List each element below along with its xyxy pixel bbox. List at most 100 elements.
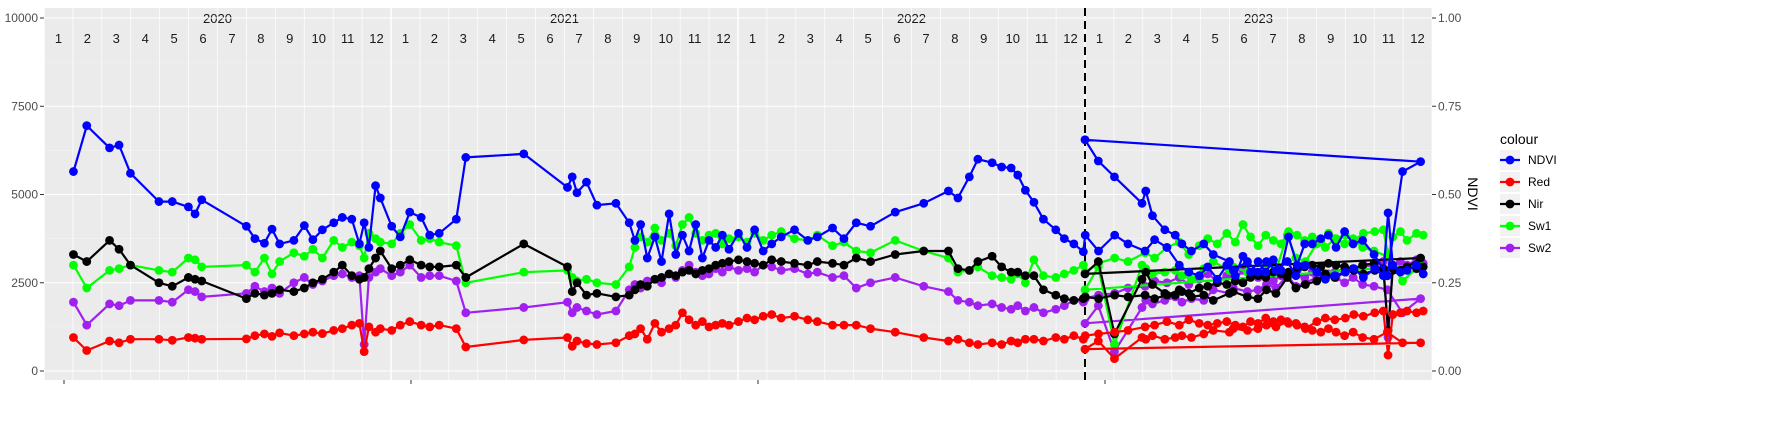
data-point-red bbox=[375, 324, 385, 334]
month-label: 3 bbox=[1154, 31, 1161, 46]
data-point-ndvi bbox=[375, 193, 385, 203]
data-point-ndvi bbox=[1051, 225, 1061, 235]
data-point-nir bbox=[1208, 296, 1218, 305]
data-point-red bbox=[828, 320, 837, 330]
month-label: 8 bbox=[951, 31, 958, 46]
data-point-ndvi bbox=[717, 230, 727, 240]
data-point-ndvi bbox=[1358, 235, 1368, 245]
data-point-nir bbox=[1228, 287, 1238, 296]
data-point-sw2 bbox=[69, 297, 78, 307]
data-point-nir bbox=[1312, 276, 1322, 286]
y-tick-label-right: 0.25 bbox=[1438, 276, 1462, 290]
data-point-nir bbox=[1243, 292, 1252, 302]
data-point-sw2 bbox=[387, 271, 397, 281]
data-point-sw1 bbox=[1378, 225, 1388, 235]
data-point-red bbox=[1262, 320, 1271, 330]
data-point-ndvi bbox=[1316, 234, 1326, 244]
data-point-ndvi bbox=[1174, 260, 1184, 270]
data-point-red bbox=[1059, 334, 1069, 344]
data-point-nir bbox=[1282, 273, 1292, 282]
data-point-ndvi bbox=[650, 232, 660, 242]
legend-key-point bbox=[1505, 221, 1515, 231]
data-point-sw1 bbox=[250, 267, 260, 277]
data-point-ndvi bbox=[260, 238, 269, 248]
data-point-ndvi bbox=[1300, 239, 1310, 249]
data-point-red bbox=[317, 329, 327, 338]
data-point-red bbox=[890, 327, 900, 337]
data-point-sw1 bbox=[1177, 271, 1187, 281]
data-point-ndvi bbox=[190, 209, 200, 219]
data-point-ndvi bbox=[567, 172, 577, 182]
data-point-red bbox=[1080, 331, 1090, 341]
data-point-sw1 bbox=[1370, 227, 1380, 236]
data-point-sw2 bbox=[851, 283, 861, 293]
data-point-sw1 bbox=[828, 241, 837, 251]
data-point-ndvi bbox=[1418, 269, 1428, 279]
data-point-ndvi bbox=[1203, 262, 1213, 272]
data-point-ndvi bbox=[750, 225, 760, 235]
data-point-nir bbox=[611, 292, 621, 302]
data-point-ndvi bbox=[691, 220, 701, 229]
data-point-sw1 bbox=[1418, 230, 1428, 240]
data-point-sw2 bbox=[997, 303, 1007, 312]
data-point-ndvi bbox=[684, 246, 694, 256]
data-point-red bbox=[1228, 324, 1238, 334]
month-label: 11 bbox=[341, 31, 355, 46]
data-point-sw1 bbox=[359, 253, 369, 263]
data-point-ndvi bbox=[812, 232, 822, 242]
data-point-red bbox=[1396, 308, 1405, 318]
data-point-red bbox=[308, 327, 318, 337]
data-point-ndvi bbox=[1268, 255, 1278, 265]
y-tick-label-right: 1.00 bbox=[1438, 11, 1462, 25]
y-tick-label-right: 0.50 bbox=[1438, 188, 1462, 202]
data-point-nir bbox=[812, 257, 822, 266]
legend-label: NDVI bbox=[1528, 153, 1557, 167]
data-point-ndvi bbox=[1162, 243, 1172, 252]
data-point-sw1 bbox=[184, 253, 193, 263]
data-point-nir bbox=[944, 246, 953, 256]
data-point-red bbox=[1383, 350, 1393, 360]
data-point-nir bbox=[289, 287, 299, 296]
legend-key-point bbox=[1505, 199, 1515, 209]
data-point-red bbox=[1340, 313, 1350, 323]
data-point-red bbox=[563, 333, 572, 342]
data-point-sw1 bbox=[1358, 243, 1368, 252]
data-point-nir bbox=[1203, 281, 1213, 291]
data-point-ndvi bbox=[337, 213, 347, 222]
data-point-ndvi bbox=[1301, 260, 1310, 270]
data-point-nir bbox=[1029, 271, 1039, 281]
data-point-sw1 bbox=[767, 230, 777, 240]
data-point-sw1 bbox=[434, 237, 444, 247]
data-point-ndvi bbox=[624, 218, 634, 228]
data-point-nir bbox=[1177, 287, 1187, 296]
data-point-sw1 bbox=[866, 248, 875, 258]
data-point-nir bbox=[1069, 296, 1079, 305]
data-point-nir bbox=[664, 269, 674, 279]
data-point-red bbox=[1243, 326, 1252, 335]
data-point-red bbox=[839, 320, 849, 330]
data-point-sw2 bbox=[1029, 303, 1039, 312]
data-point-nir bbox=[105, 235, 114, 245]
data-point-sw2 bbox=[82, 320, 92, 330]
data-point-red bbox=[105, 336, 114, 346]
month-label: 12 bbox=[1410, 31, 1424, 46]
data-point-nir bbox=[1013, 267, 1023, 277]
data-point-red bbox=[267, 332, 277, 341]
data-point-ndvi bbox=[611, 198, 621, 208]
data-point-nir bbox=[1148, 280, 1157, 289]
y-tick-label-left: 0 bbox=[31, 364, 38, 378]
data-point-sw1 bbox=[711, 228, 721, 238]
data-point-ndvi bbox=[1320, 274, 1330, 284]
data-point-red bbox=[425, 322, 435, 332]
data-point-ndvi bbox=[1006, 163, 1016, 173]
data-point-sw2 bbox=[1137, 303, 1147, 312]
data-point-red bbox=[684, 315, 694, 325]
data-point-ndvi bbox=[642, 253, 652, 263]
data-point-nir bbox=[1170, 290, 1180, 300]
data-point-red bbox=[650, 318, 660, 328]
data-point-red bbox=[1150, 320, 1159, 330]
data-point-red bbox=[1093, 336, 1103, 346]
data-point-sw1 bbox=[337, 243, 347, 252]
data-point-sw2 bbox=[197, 292, 207, 302]
y-tick-label-left: 7500 bbox=[11, 99, 38, 113]
